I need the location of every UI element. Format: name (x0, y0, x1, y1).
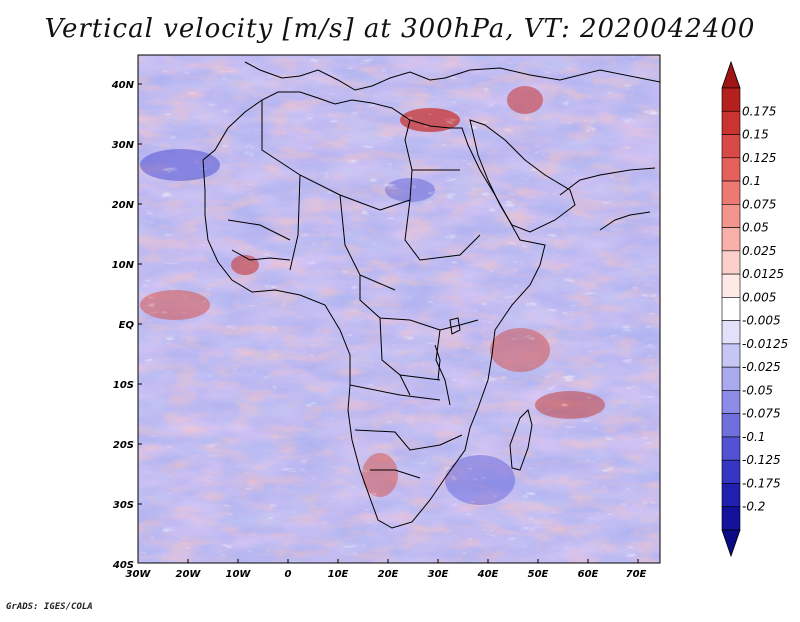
colorbar-swatch (721, 459, 741, 484)
lat-label: 40S (112, 560, 134, 571)
lat-label: 20S (113, 440, 134, 451)
colorbar-label: -0.2 (742, 500, 765, 514)
colorbar-swatch (721, 343, 741, 368)
colorbar-label: 0.1 (742, 174, 761, 188)
lon-axis: 30W 20W 10W 0 10E 20E 30E 40E 50E 60E 70… (126, 569, 647, 580)
lon-label: 40E (477, 569, 499, 580)
lat-label: EQ (119, 320, 135, 331)
colorbar-label: 0.125 (742, 151, 776, 165)
colorbar-label: 0.15 (742, 128, 769, 142)
lat-label: 30S (113, 500, 134, 511)
colorbar-label: -0.125 (742, 453, 781, 467)
colorbar-swatch (721, 297, 741, 321)
colorbar-swatch (721, 436, 741, 461)
colorbar-swatch (721, 366, 741, 391)
lon-label: 10W (226, 569, 252, 580)
colorbar-swatch (721, 390, 741, 414)
colorbar-label: -0.005 (742, 314, 781, 328)
lon-label: 30E (428, 569, 449, 580)
colorbar-label: -0.075 (742, 407, 781, 421)
colorbar-swatch (721, 157, 741, 182)
lon-label: 20W (176, 569, 202, 580)
colorbar-min-arrow (721, 529, 741, 558)
lon-label: 0 (285, 569, 292, 580)
lon-label: 60E (578, 569, 599, 580)
lat-label: 30N (112, 140, 135, 151)
colorbar-label: 0.175 (742, 104, 776, 118)
colorbar-swatch (721, 506, 741, 531)
map-frame (137, 54, 661, 564)
colorbar-label: -0.05 (742, 383, 773, 397)
colorbar-label: -0.175 (742, 476, 781, 490)
lat-label: 20N (112, 200, 135, 211)
grads-credit: GrADS: IGES/COLA (6, 602, 93, 612)
colorbar-label: 0.0125 (742, 267, 784, 281)
lon-label: 50E (528, 569, 549, 580)
colorbar-swatch (721, 413, 741, 438)
colorbar-swatch (721, 483, 741, 508)
lat-label: 40N (111, 80, 135, 91)
colorbar-swatch (721, 204, 741, 228)
colorbar-label: -0.1 (742, 430, 765, 444)
colorbar-label: -0.025 (742, 360, 781, 374)
lon-label: 70E (626, 569, 647, 580)
map-title: Vertical velocity [m/s] at 300hPa, VT: 2… (44, 14, 756, 44)
colorbar-label: 0.005 (742, 290, 776, 304)
colorbar-label: 0.05 (742, 221, 769, 235)
colorbar-swatch (721, 227, 741, 252)
velocity-field (138, 55, 660, 563)
lon-label: 30W (126, 569, 152, 580)
colorbar-swatch (721, 320, 741, 345)
colorbar-swatch (721, 134, 741, 159)
colorbar-label: 0.075 (742, 197, 776, 211)
lat-label: 10N (112, 260, 135, 271)
colorbar-swatch (721, 250, 741, 275)
colorbar-swatch (721, 110, 741, 135)
colorbar-swatch (721, 273, 741, 298)
lon-label: 20E (378, 569, 399, 580)
coastlines (202, 61, 660, 529)
colorbar: 0.175 0.15 0.125 0.1 0.075 0.05 0.025 0.0125 0.0… (721, 60, 788, 558)
colorbar-label: 0.025 (742, 244, 776, 258)
lon-label: 10E (328, 569, 349, 580)
colorbar-max-arrow (721, 60, 741, 89)
lat-label: 10S (113, 380, 134, 391)
colorbar-swatch (721, 87, 741, 112)
colorbar-label: -0.0125 (742, 337, 788, 351)
colorbar-swatch (721, 180, 741, 205)
lat-axis: 40N 30N 20N 10N EQ 10S 20S 30S 40S (111, 80, 135, 571)
